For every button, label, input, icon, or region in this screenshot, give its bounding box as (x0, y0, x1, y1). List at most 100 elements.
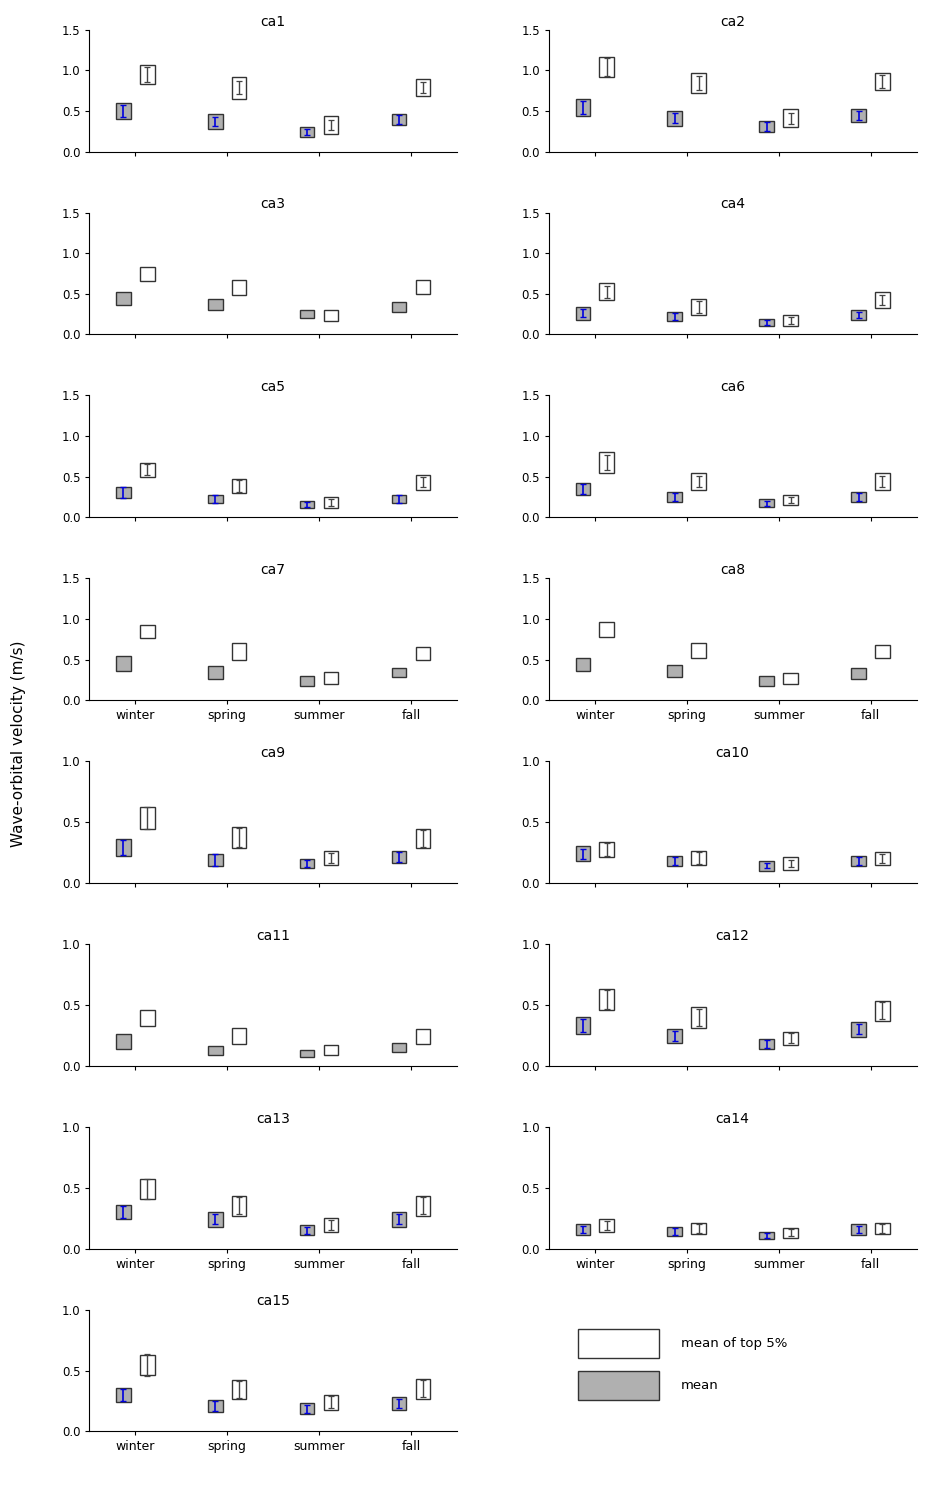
Bar (783, 857, 798, 869)
Bar (392, 302, 406, 311)
Title: ca8: ca8 (720, 562, 745, 577)
Bar (392, 1397, 406, 1409)
Bar (323, 497, 338, 507)
Bar (116, 487, 131, 498)
Bar (691, 851, 706, 865)
Bar (323, 1219, 338, 1232)
Bar (760, 500, 774, 507)
Bar (116, 1034, 131, 1049)
Bar (667, 311, 682, 321)
Bar (208, 115, 223, 129)
Bar (140, 1178, 154, 1199)
Bar (232, 280, 246, 296)
Bar (760, 862, 774, 870)
Bar (415, 647, 431, 659)
Bar (392, 851, 406, 863)
Text: mean: mean (682, 1379, 719, 1391)
Title: ca5: ca5 (260, 381, 286, 394)
Bar (667, 493, 682, 501)
Bar (783, 1031, 798, 1045)
Bar (875, 473, 890, 490)
Bar (691, 1223, 706, 1234)
Bar (852, 668, 866, 679)
Bar (875, 853, 890, 865)
Bar (232, 1196, 246, 1216)
Bar (600, 990, 614, 1010)
Title: ca11: ca11 (256, 929, 290, 943)
Bar (691, 73, 706, 94)
Bar (208, 494, 223, 503)
Bar (116, 103, 131, 119)
Bar (140, 808, 154, 829)
Bar (783, 496, 798, 504)
Title: ca13: ca13 (257, 1112, 290, 1125)
Bar (575, 484, 590, 496)
Bar (140, 625, 154, 638)
Bar (600, 842, 614, 857)
Bar (208, 854, 223, 866)
Bar (783, 674, 798, 684)
Bar (208, 1046, 223, 1055)
Bar (232, 827, 246, 848)
Bar (760, 1232, 774, 1240)
Bar (392, 668, 406, 677)
Bar (300, 501, 315, 507)
Bar (116, 292, 131, 305)
Bar (415, 1379, 431, 1399)
Bar (852, 493, 866, 501)
Bar (852, 1225, 866, 1235)
Bar (667, 665, 682, 677)
Bar (875, 1223, 890, 1234)
Bar (575, 847, 590, 862)
Bar (600, 283, 614, 301)
Title: ca14: ca14 (715, 1112, 749, 1125)
Bar (300, 128, 315, 137)
Bar (208, 1400, 223, 1412)
Bar (116, 839, 131, 856)
Title: ca15: ca15 (257, 1295, 290, 1308)
Bar (392, 1213, 406, 1226)
Bar (783, 110, 798, 128)
Bar (116, 1205, 131, 1219)
Bar (575, 307, 590, 320)
Bar (415, 829, 431, 848)
Bar (600, 1219, 614, 1232)
Title: ca9: ca9 (260, 745, 286, 760)
Bar (852, 1022, 866, 1037)
Bar (392, 115, 406, 125)
Title: ca1: ca1 (260, 15, 286, 28)
Bar (323, 116, 338, 134)
Bar (140, 463, 154, 476)
Bar (300, 310, 315, 318)
Bar (875, 644, 890, 658)
Bar (392, 1043, 406, 1052)
Bar (667, 1226, 682, 1237)
Bar (140, 266, 154, 281)
Text: Wave-orbital velocity (m/s): Wave-orbital velocity (m/s) (11, 641, 26, 847)
Bar (323, 1394, 338, 1409)
Bar (208, 299, 223, 310)
Title: ca10: ca10 (715, 745, 749, 760)
Bar (415, 1030, 431, 1045)
Bar (415, 1196, 431, 1216)
Bar (575, 98, 590, 116)
Bar (116, 656, 131, 671)
Bar (691, 473, 706, 490)
Bar (323, 310, 338, 320)
Bar (578, 1329, 659, 1359)
Text: mean of top 5%: mean of top 5% (682, 1338, 788, 1350)
Bar (208, 667, 223, 679)
Bar (852, 856, 866, 866)
Bar (600, 57, 614, 77)
Bar (323, 851, 338, 865)
Bar (575, 1225, 590, 1235)
Bar (232, 77, 246, 98)
Bar (667, 1030, 682, 1043)
Bar (783, 315, 798, 326)
Bar (140, 1354, 154, 1375)
Bar (575, 658, 590, 671)
Bar (667, 856, 682, 866)
Bar (300, 859, 315, 869)
Bar (300, 1051, 315, 1058)
Bar (691, 299, 706, 315)
